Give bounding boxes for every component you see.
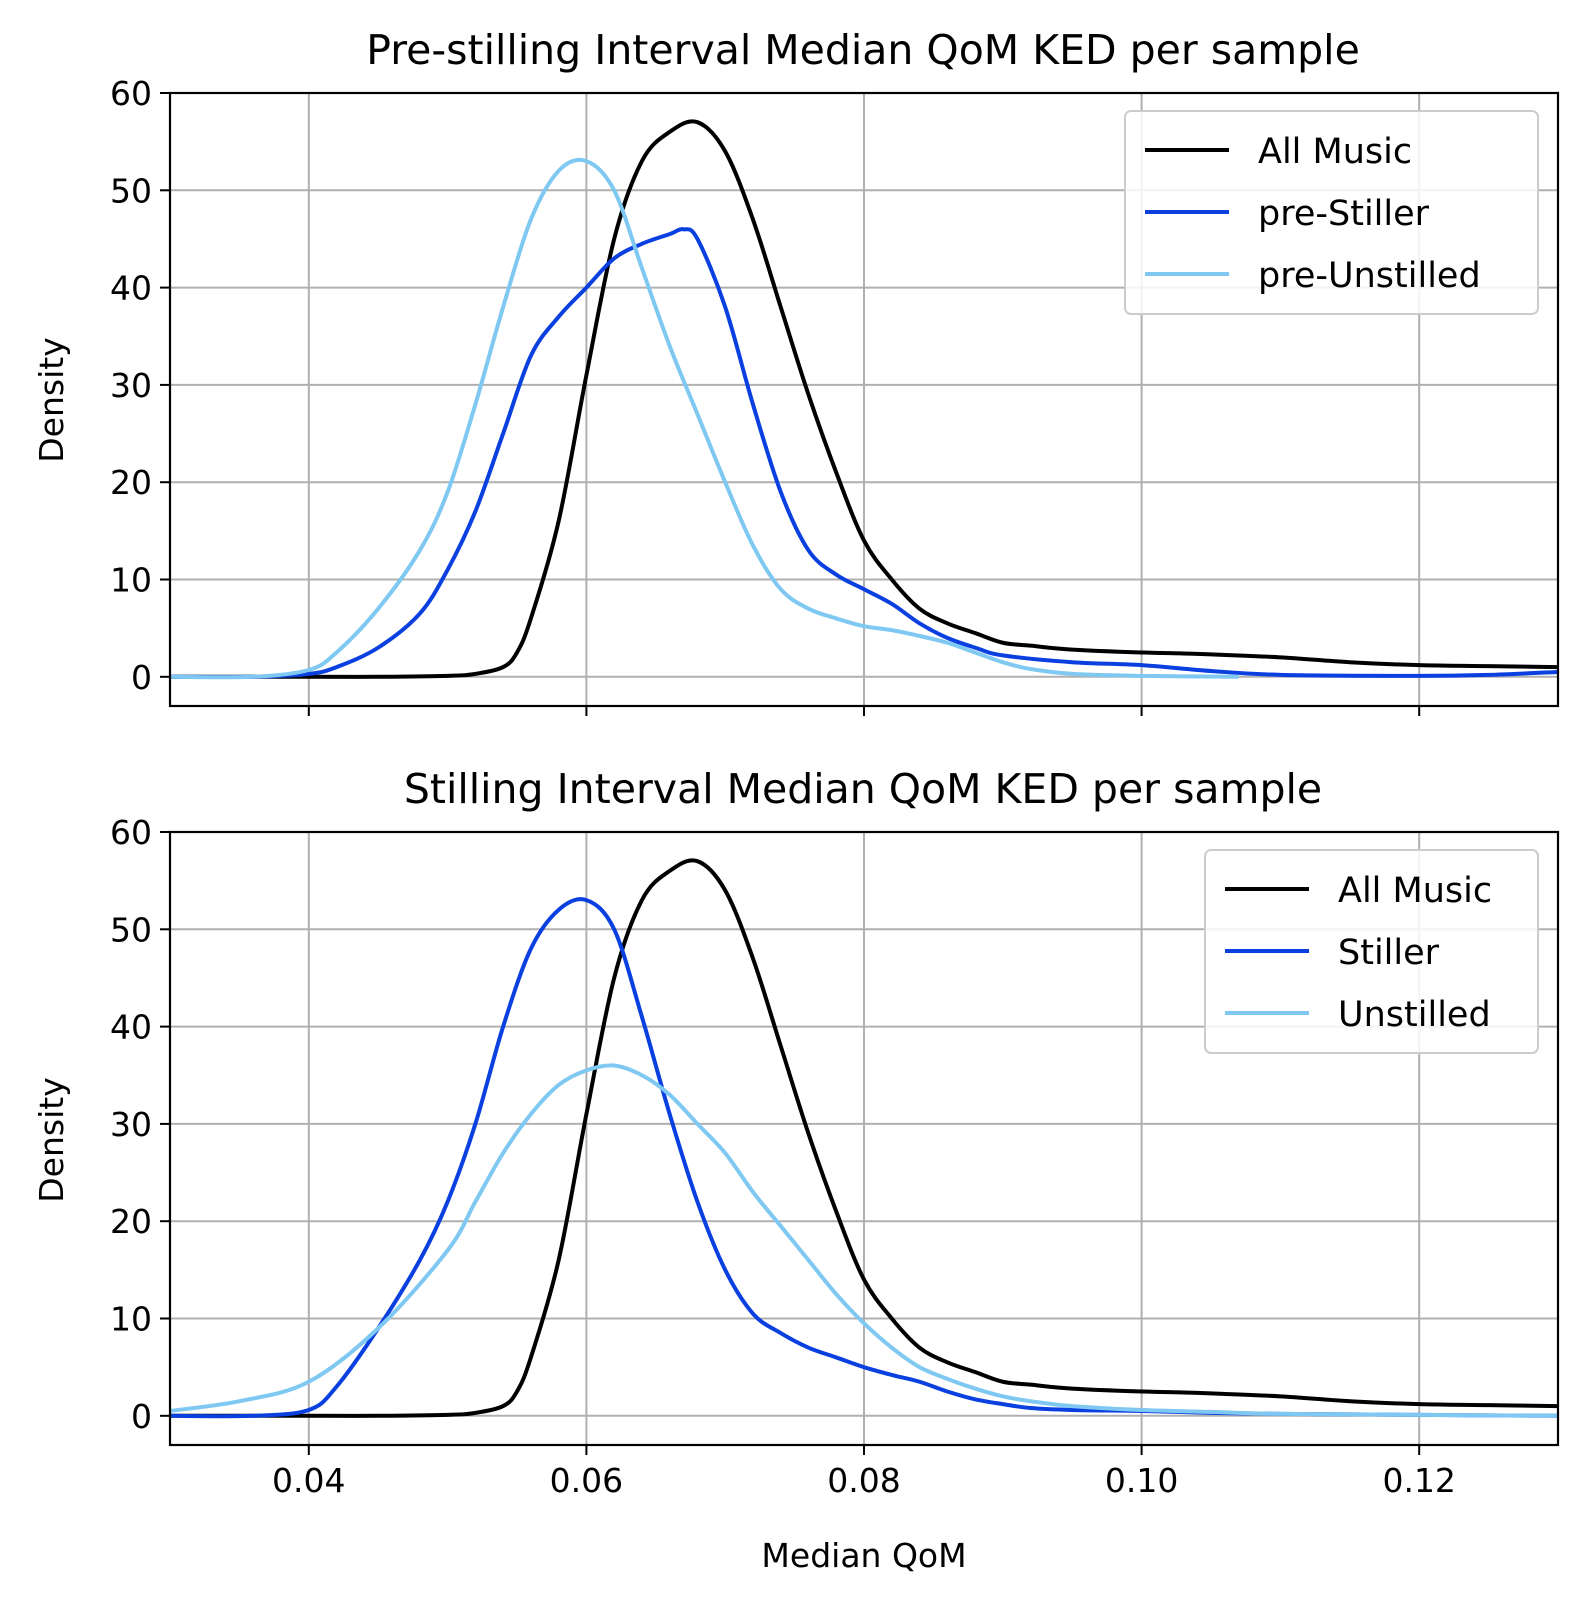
x-ticks [307,706,1421,716]
y-ticks: 0 10 20 30 40 50 60 [110,74,170,697]
series-layer [170,119,1558,680]
y-tick-label: 30 [110,1105,152,1144]
x-tick-label: 0.12 [1382,1461,1455,1500]
legend-box [1204,849,1539,1054]
y-tick-label: 20 [110,1202,152,1241]
legend: All Music pre-Stiller pre-Unstilled [1124,110,1539,315]
y-tick-label: 20 [110,463,152,502]
y-axis-label: Density [32,337,71,462]
y-tick-label: 10 [110,1300,152,1339]
x-tick-label: 0.04 [272,1461,345,1500]
series-line-pre-stiller [170,227,1558,680]
legend: All Music Stiller Unstilled [1204,849,1539,1054]
y-tick-label: 50 [110,171,152,210]
legend-label: Unstilled [1338,995,1491,1035]
series-layer [170,858,1558,1419]
series-line-pre-unstilled [170,157,1239,680]
bottom-panel: Stilling Interval Median QoM KED per sam… [32,765,1560,1575]
y-tick-label: 0 [131,1397,152,1436]
y-tick-label: 40 [110,269,152,308]
top-panel: Pre-stilling Interval Median QoM KED per… [32,26,1560,716]
legend-label: Stiller [1338,933,1440,973]
x-tick-label: 0.08 [827,1461,900,1500]
x-axis-label: Median QoM [761,1536,966,1575]
y-ticks: 0 10 20 30 40 50 60 [110,813,170,1436]
series-line-unstilled [170,1063,1558,1418]
legend-label: pre-Unstilled [1258,256,1481,296]
series-line-all-music [170,858,1558,1418]
legend-label: pre-Stiller [1258,194,1430,234]
legend-label: All Music [1338,871,1492,911]
x-tick-label: 0.06 [550,1461,623,1500]
y-tick-label: 60 [110,813,152,852]
x-ticks: 0.04 0.06 0.08 0.10 0.12 [272,1445,1456,1500]
y-axis-label: Density [32,1077,71,1202]
y-tick-label: 10 [110,561,152,600]
chart-title: Pre-stilling Interval Median QoM KED per… [366,26,1360,74]
y-tick-label: 40 [110,1008,152,1047]
chart-title: Stilling Interval Median QoM KED per sam… [404,765,1322,813]
y-tick-label: 50 [110,910,152,949]
series-line-all-music [170,119,1558,679]
series-line-stiller [170,897,1558,1419]
x-tick-label: 0.10 [1105,1461,1178,1500]
legend-label: All Music [1258,132,1412,172]
y-tick-label: 0 [131,658,152,697]
y-tick-label: 30 [110,366,152,405]
y-tick-label: 60 [110,74,152,113]
legend-box [1124,110,1539,315]
